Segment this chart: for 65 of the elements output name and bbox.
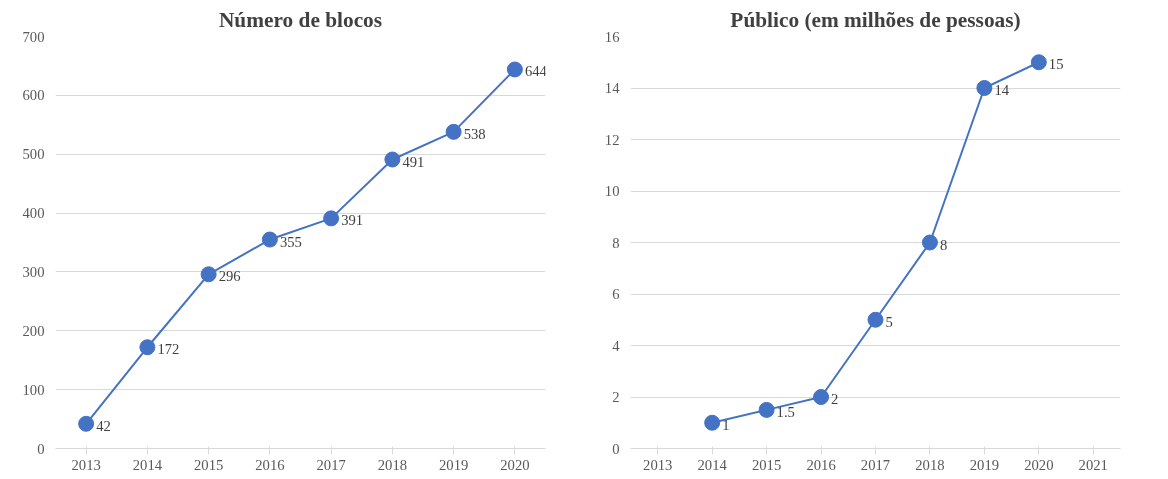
y-tick-label: 600 [22,87,45,104]
y-tick-label: 14 [604,80,621,96]
point [323,210,340,227]
x-tick-label: 2020 [1024,456,1054,473]
y-tick-label: 700 [22,28,45,45]
y-tick-label: 500 [22,146,45,163]
y-tick-label: 0 [612,440,620,457]
chart-title: Público (em milhões de pessoas) [730,7,1021,32]
point [384,151,401,168]
data-label: 1 [722,416,730,433]
x-tick-label: 2019 [969,456,1000,473]
y-tick-label: 10 [604,183,620,199]
data-label: 15 [1048,56,1064,73]
y-tick-label: 6 [612,286,620,302]
data-label: 1.5 [776,403,795,420]
point [976,80,993,96]
point [813,389,830,405]
data-label: 2 [831,391,839,407]
y-tick-label: 12 [604,131,620,148]
data-label: 172 [157,341,180,358]
y-tick-label: 0 [37,440,45,457]
data-label: 14 [994,82,1010,98]
y-tick-label: 100 [22,381,45,398]
chart-title: Número de blocos [218,7,383,32]
data-label: 5 [885,313,893,330]
point [200,266,217,283]
point [758,401,775,418]
y-tick-label: 2 [612,389,620,405]
x-tick-label: 2019 [438,456,469,473]
data-label: 538 [463,125,486,142]
x-tick-label: 2017 [860,456,891,473]
y-tick-label: 300 [22,263,45,280]
point [1030,54,1047,71]
data-label: 355 [279,233,302,250]
x-tick-label: 2018 [377,456,408,473]
x-tick-label: 2016 [806,456,836,473]
point [78,415,95,432]
data-label: 491 [402,153,425,170]
data-label: 391 [341,212,364,229]
point [506,61,523,78]
point [867,311,884,328]
y-tick-label: 200 [22,322,45,339]
point [261,231,278,248]
x-tick-label: 2013 [71,456,101,473]
point [445,123,462,140]
x-tick-label: 2021 [1078,456,1108,473]
point [921,234,938,251]
x-tick-label: 2017 [316,456,346,473]
data-label: 296 [218,268,241,285]
x-tick-label: 2013 [643,456,673,473]
x-tick-label: 2014 [697,456,728,473]
x-tick-label: 2014 [132,456,163,473]
point [704,414,721,431]
x-tick-label: 2016 [255,456,285,473]
y-tick-label: 400 [22,205,45,222]
y-tick-label: 8 [612,234,620,251]
data-label: 42 [96,417,111,434]
x-tick-label: 2018 [915,456,945,473]
x-tick-label: 2015 [193,456,224,473]
data-label: 8 [939,236,948,253]
x-tick-label: 2015 [751,456,782,473]
x-tick-label: 2020 [500,456,530,473]
y-tick-label: 4 [612,337,621,354]
point [139,339,156,356]
y-tick-label: 16 [604,28,620,45]
